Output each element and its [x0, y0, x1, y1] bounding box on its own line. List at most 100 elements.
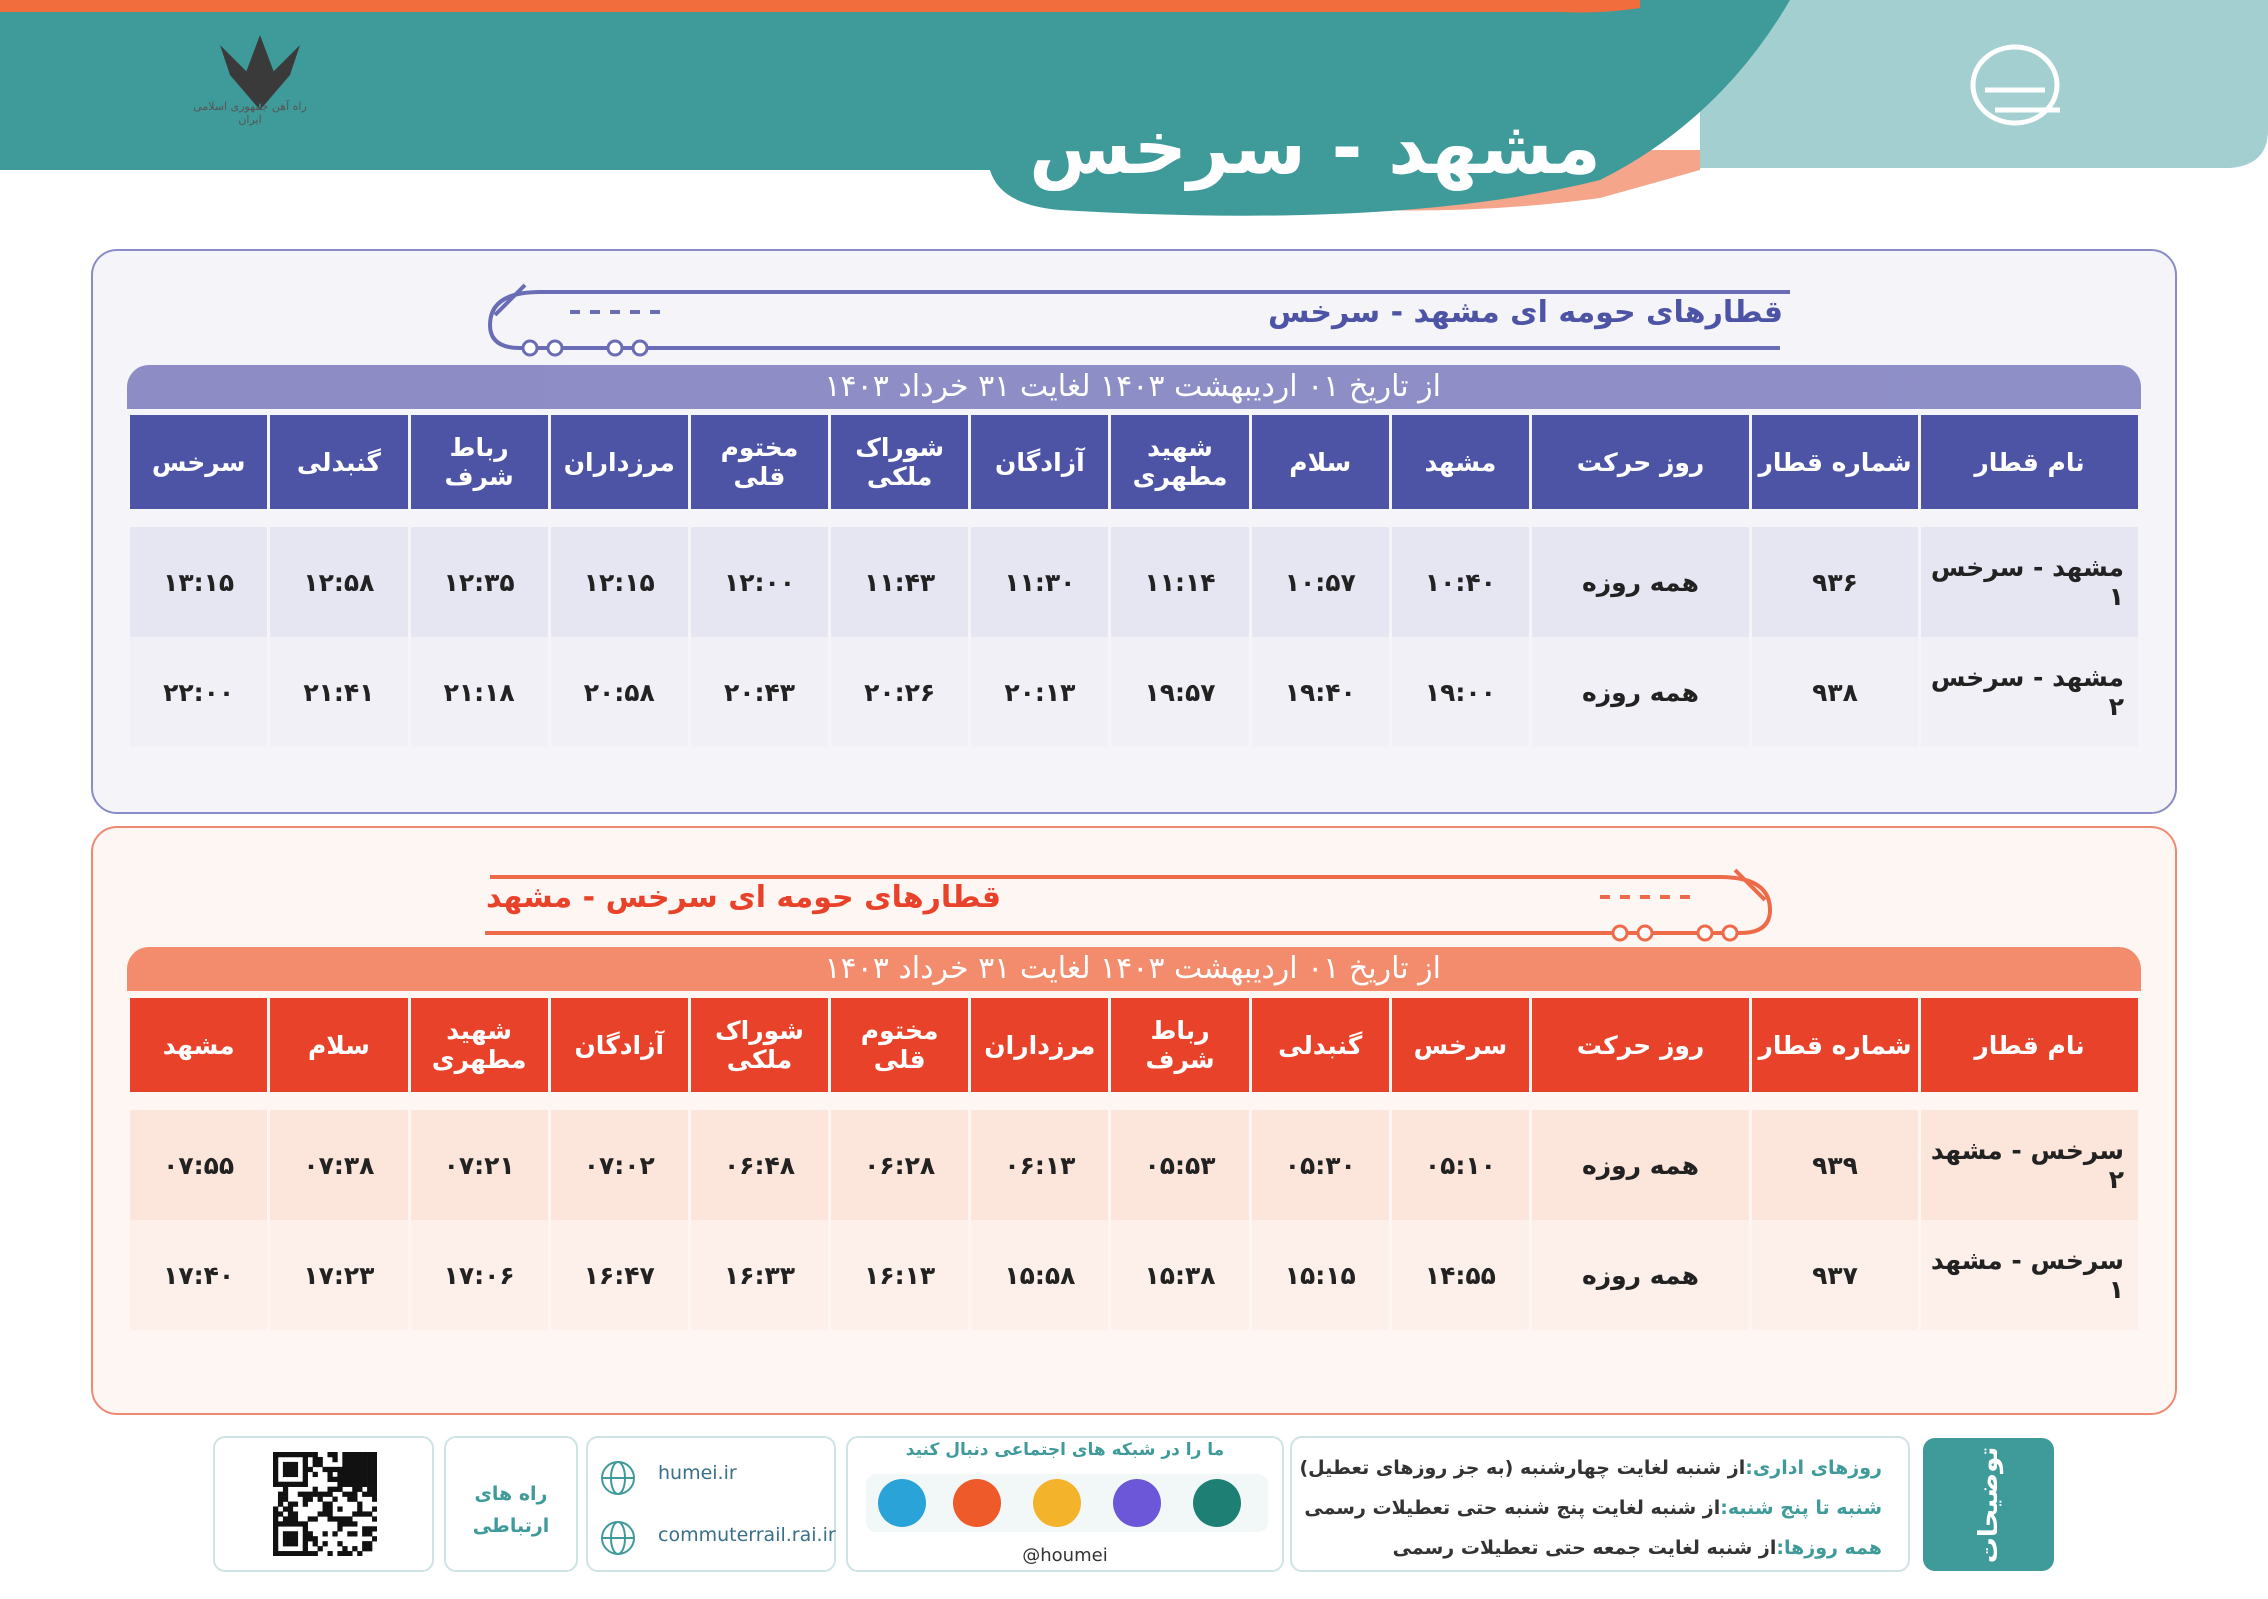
- date-range: از تاریخ ۰۱ اردیبهشت ۱۴۰۳ لغایت ۳۱ خرداد…: [127, 947, 2141, 991]
- timetable: نام قطار شماره قطار روز حرکت مشهد سلام شهید م…: [127, 415, 2141, 747]
- qr-module: [307, 1516, 313, 1522]
- column-header: رباط شرف: [1111, 998, 1249, 1092]
- qr-module: [322, 1466, 328, 1473]
- page-title: مشهد - سرخس: [1029, 105, 1601, 191]
- qr-module: [292, 1471, 299, 1478]
- qr-module: [282, 1516, 289, 1522]
- qr-module: [287, 1461, 294, 1468]
- departure-time: ۱۹:۴۰: [1251, 637, 1389, 747]
- website-link[interactable]: commuterrail.rai.ir: [658, 1524, 836, 1546]
- departure-time: ۱۷:۴۰: [130, 1220, 268, 1330]
- column-header: مختوم قلی: [831, 998, 969, 1092]
- qr-module: [307, 1536, 313, 1542]
- departure-time: ۱۱:۱۴: [1111, 527, 1249, 637]
- website-link[interactable]: humei.ir: [658, 1462, 737, 1484]
- section-title: قطارهای حومه ای سرخس - مشهد: [486, 880, 1002, 915]
- qr-module: [317, 1496, 323, 1502]
- qr-module: [367, 1471, 373, 1478]
- departure-time: ۰۷:۲۱: [410, 1110, 548, 1220]
- qr-module: [347, 1551, 353, 1556]
- qr-module: [367, 1491, 373, 1497]
- qr-module: [302, 1476, 308, 1483]
- train-row: مشهد - سرخس ۱ ۹۳۶ همه روزه ۱۰:۴۰ ۱۰:۵۷ ۱۱:۱۴ ۱…: [130, 527, 2138, 637]
- train-decoration: [485, 868, 1773, 942]
- train-info: ۹۳۶: [1752, 527, 1918, 637]
- globe-icons: [601, 1461, 635, 1555]
- qr-module: [297, 1481, 304, 1487]
- qr-module: [352, 1476, 358, 1483]
- qr-module: [327, 1476, 333, 1483]
- qr-module: [357, 1551, 363, 1556]
- qr-module: [322, 1501, 328, 1507]
- column-header: آزادگان: [550, 998, 688, 1092]
- qr-module: [277, 1521, 284, 1527]
- qr-module: [347, 1476, 353, 1483]
- column-header: سلام: [270, 998, 408, 1092]
- qr-module: [292, 1501, 299, 1507]
- qr-module: [337, 1481, 343, 1487]
- departure-time: ۰۵:۳۰: [1251, 1110, 1389, 1220]
- qr-module: [277, 1551, 284, 1556]
- departure-time: ۱۷:۲۳: [270, 1220, 408, 1330]
- qr-module: [362, 1526, 368, 1532]
- qr-module: [357, 1501, 363, 1507]
- qr-module: [357, 1481, 363, 1487]
- column-header: شهید مطهری: [1111, 415, 1249, 509]
- departure-time: ۱۵:۱۵: [1251, 1220, 1389, 1330]
- notes-box: روزهای اداری:از شنبه لغایت چهارشنبه (به …: [1290, 1436, 1910, 1572]
- qr-module: [302, 1452, 308, 1458]
- qr-module: [287, 1511, 294, 1517]
- qr-module: [307, 1452, 313, 1458]
- departure-time: ۱۰:۴۰: [1391, 527, 1529, 637]
- column-header: گنبدلی: [1251, 998, 1389, 1092]
- column-header: مختوم قلی: [690, 415, 829, 509]
- qr-module: [327, 1466, 333, 1473]
- qr-module: [352, 1546, 358, 1552]
- qr-module: [282, 1531, 289, 1537]
- qr-module: [362, 1491, 368, 1497]
- column-header: روز حرکت: [1532, 998, 1749, 1092]
- qr-module: [362, 1476, 368, 1483]
- social-handle: @houmei: [1022, 1545, 1108, 1566]
- qr-module: [297, 1491, 304, 1497]
- spacer-cell: [691, 509, 828, 527]
- qr-code: [273, 1452, 377, 1556]
- qr-module: [342, 1521, 348, 1527]
- qr-module: [347, 1521, 353, 1527]
- notes-label-box: توضیحات: [1923, 1438, 2054, 1571]
- section-title: قطارهای حومه ای مشهد - سرخس: [1267, 295, 1783, 330]
- qr-module: [372, 1476, 377, 1483]
- spacer-cell: [1752, 509, 1918, 527]
- note-line: روزهای اداری:از شنبه لغایت چهارشنبه (به …: [1292, 1448, 1882, 1488]
- qr-module: [307, 1496, 313, 1502]
- spacer-cell: [1111, 1092, 1248, 1110]
- spacer-cell: [1752, 1092, 1918, 1110]
- qr-module: [277, 1452, 284, 1458]
- qr-module: [273, 1551, 279, 1556]
- departure-time: ۲۰:۴۳: [690, 637, 829, 747]
- departure-time: ۱۹:۰۰: [1391, 637, 1529, 747]
- qr-module: [282, 1461, 289, 1468]
- train-name: سرخس - مشهد ۲: [1921, 1110, 2138, 1220]
- spacer-cell: [691, 1092, 828, 1110]
- qr-module: [282, 1452, 289, 1458]
- qr-module: [327, 1452, 333, 1458]
- qr-module: [287, 1501, 294, 1507]
- qr-module: [347, 1471, 353, 1478]
- qr-module: [337, 1541, 343, 1547]
- qr-module: [302, 1551, 308, 1556]
- qr-module: [292, 1521, 299, 1527]
- qr-module: [302, 1536, 308, 1542]
- spacer-cell: [1392, 509, 1529, 527]
- qr-module: [327, 1501, 333, 1507]
- train-info: ۹۳۷: [1752, 1220, 1918, 1330]
- departure-time: ۲۲:۰۰: [130, 637, 268, 747]
- qr-module: [273, 1461, 279, 1468]
- qr-module: [312, 1452, 318, 1458]
- departure-time: ۱۲:۵۸: [270, 527, 408, 637]
- qr-module: [352, 1471, 358, 1478]
- qr-module: [347, 1516, 353, 1522]
- qr-module: [287, 1452, 294, 1458]
- header-row: نام قطار شماره قطار روز حرکت سرخس گنبدلی رباط…: [130, 998, 2138, 1092]
